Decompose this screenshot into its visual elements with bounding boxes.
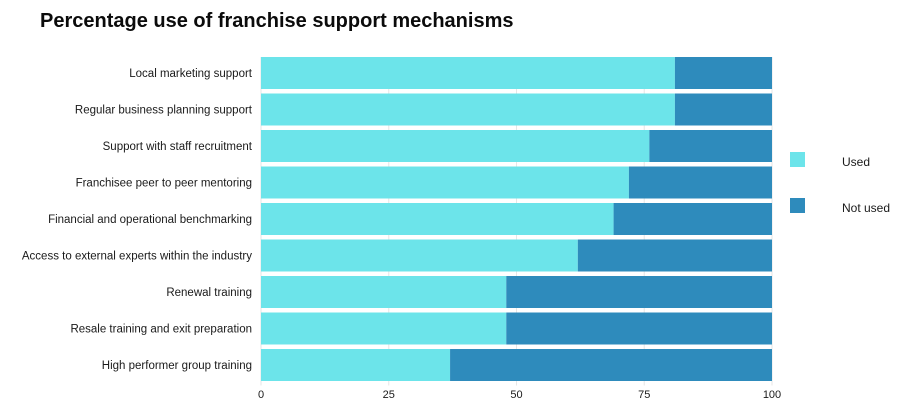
bar-segment [674, 57, 772, 89]
category-labels: Local marketing support Regular business … [22, 68, 253, 372]
bar-segment [450, 349, 772, 381]
bar-segment [261, 312, 507, 345]
bar-segment [261, 57, 675, 89]
bar-segment [261, 349, 451, 381]
x-tick-label: 100 [763, 389, 781, 401]
bar-segment [577, 239, 772, 272]
bar-segment [261, 166, 629, 199]
bar-segment [506, 276, 772, 308]
bar-segment [261, 276, 507, 308]
bar-segment [261, 203, 614, 235]
bar-segment [628, 166, 772, 199]
bar-segment [261, 93, 675, 126]
bar-segment [261, 239, 578, 272]
bar-segment [674, 93, 772, 126]
x-tick-label: 50 [510, 389, 522, 401]
x-tick-label: 0 [258, 389, 264, 401]
legend: Used Not used [790, 152, 890, 215]
category-label: Support with staff recruitment [103, 141, 253, 153]
bar-segment [261, 130, 650, 162]
chart-title: Percentage use of franchise support mech… [40, 10, 514, 32]
legend-swatch [790, 152, 805, 167]
bar-segment [649, 130, 772, 162]
legend-swatch [790, 198, 805, 213]
x-axis-ticks: 0 25 50 75 100 [258, 389, 781, 401]
category-label: Regular business planning support [75, 105, 253, 117]
legend-label: Used [842, 155, 870, 169]
x-tick-label: 25 [383, 389, 395, 401]
bars [261, 57, 772, 381]
legend-label: Not used [842, 201, 890, 215]
category-label: Financial and operational benchmarking [48, 214, 252, 226]
category-label: Renewal training [166, 287, 252, 299]
category-label: Access to external experts within the in… [22, 251, 252, 263]
bar-segment [613, 203, 772, 235]
category-label: Local marketing support [129, 68, 253, 80]
category-label: Resale training and exit preparation [70, 324, 252, 336]
category-label: Franchisee peer to peer mentoring [76, 178, 252, 190]
category-label: High performer group training [102, 360, 252, 372]
x-tick-label: 75 [638, 389, 650, 401]
bar-segment [506, 312, 772, 345]
